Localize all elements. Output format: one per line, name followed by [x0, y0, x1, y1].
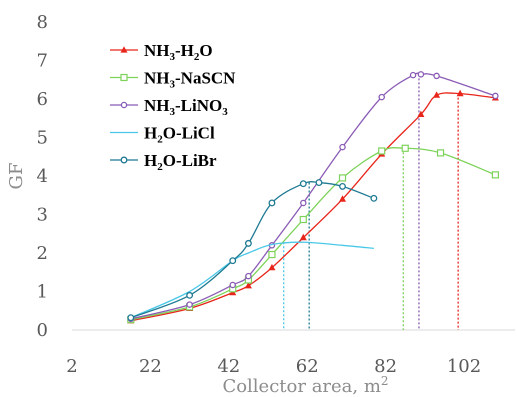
data-point: [378, 147, 386, 155]
legend-item: H2O-LiBr: [110, 151, 217, 173]
legend-label-text: NH: [144, 96, 170, 115]
data-point: [268, 250, 276, 259]
series-line: [130, 241, 374, 319]
data-point: [244, 239, 252, 247]
legend-label-subscript: 3: [170, 51, 176, 63]
legend-label: H2O-LiBr: [144, 151, 217, 173]
data-point: [186, 291, 194, 299]
data-point: [409, 71, 417, 79]
data-point: [244, 281, 252, 289]
x-tick-label: 2: [66, 356, 77, 377]
legend-item: NH3-H2O: [110, 41, 213, 63]
legend-swatch-marker: [120, 73, 128, 82]
legend-label: H2O-LiCl: [144, 124, 215, 146]
x-tick-label: 42: [217, 356, 240, 377]
data-point: [370, 194, 378, 202]
legend-label-subscript: 3: [222, 106, 228, 118]
legend-label-text: O-LiCl: [163, 124, 215, 143]
legend-label-text: O: [199, 41, 212, 60]
x-axis-label-superscript: 2: [381, 374, 389, 388]
data-point: [127, 314, 135, 322]
data-point: [339, 195, 347, 202]
optimum-drop-lines: [283, 74, 459, 330]
y-tick-label: 6: [37, 89, 48, 110]
legend-label-subscript: 2: [157, 161, 163, 173]
x-tick-label: 22: [139, 356, 162, 377]
series-5: [127, 179, 378, 322]
data-point: [339, 143, 346, 151]
data-point: [491, 171, 499, 179]
series-layer: [127, 71, 499, 324]
data-point: [401, 144, 409, 152]
y-tick-label: 1: [37, 282, 48, 303]
legend-swatch-marker: [120, 156, 128, 164]
legend-swatch-marker: [120, 101, 128, 109]
data-point: [268, 199, 276, 207]
series-line: [130, 181, 375, 319]
legend-label: NH3-H2O: [144, 41, 213, 63]
x-tick-label: 62: [296, 356, 319, 377]
legend-label-subscript: 2: [194, 51, 200, 63]
y-tick-label: 0: [37, 320, 48, 341]
y-tick-label: 5: [37, 128, 48, 149]
data-point: [456, 89, 464, 97]
data-point: [417, 71, 425, 78]
legend-label-subscript: 3: [170, 79, 176, 91]
legend-item: NH3-LiNO3: [110, 96, 228, 118]
legend-label-text: H: [144, 124, 157, 143]
data-point: [299, 233, 307, 241]
legend-swatch-marker: [120, 46, 128, 53]
data-point: [417, 110, 425, 117]
legend-label-text: -NaSCN: [175, 69, 236, 88]
data-point: [268, 263, 276, 271]
data-point: [433, 72, 440, 80]
x-tick-label: 102: [447, 356, 481, 377]
series-2: [127, 144, 499, 324]
data-point: [229, 281, 236, 289]
data-point: [229, 257, 237, 265]
legend-label: NH3-NaSCN: [144, 69, 236, 91]
data-point: [338, 174, 347, 182]
data-point: [245, 272, 252, 280]
data-point: [299, 215, 307, 224]
y-tick-label: 7: [37, 51, 48, 72]
data-point: [492, 92, 499, 100]
x-axis-label: Collector area, m2: [222, 374, 388, 397]
y-axis-label: GF: [6, 163, 27, 190]
legend: NH3-H2ONH3-NaSCNNH3-LiNO3H2O-LiClH2O-LiB…: [110, 41, 236, 173]
y-tick-label: 2: [37, 243, 48, 264]
legend-label-text: O-LiBr: [163, 151, 217, 170]
legend-label-subscript: 3: [170, 106, 176, 118]
series-4: [130, 241, 374, 319]
y-tick-label: 4: [37, 166, 48, 187]
legend-label-text: NH: [144, 41, 170, 60]
data-point: [299, 180, 307, 188]
data-point: [378, 93, 385, 101]
legend-item: H2O-LiCl: [110, 124, 215, 146]
data-point: [436, 149, 445, 157]
data-point: [300, 199, 307, 207]
y-tick-label: 8: [37, 12, 48, 33]
legend-label-text: H: [144, 151, 157, 170]
data-point: [186, 301, 193, 308]
legend-label-text: -LiNO: [175, 96, 222, 115]
legend-item: NH3-NaSCN: [110, 69, 236, 91]
legend-label: NH3-LiNO3: [144, 96, 228, 118]
data-point: [339, 182, 346, 190]
legend-label-text: -H: [175, 41, 194, 60]
data-point: [315, 179, 323, 186]
x-tick-label: 82: [374, 356, 397, 377]
y-tick-label: 3: [37, 205, 48, 226]
legend-label-text: NH: [144, 69, 170, 88]
data-point: [433, 91, 441, 98]
legend-label-subscript: 2: [157, 134, 163, 146]
